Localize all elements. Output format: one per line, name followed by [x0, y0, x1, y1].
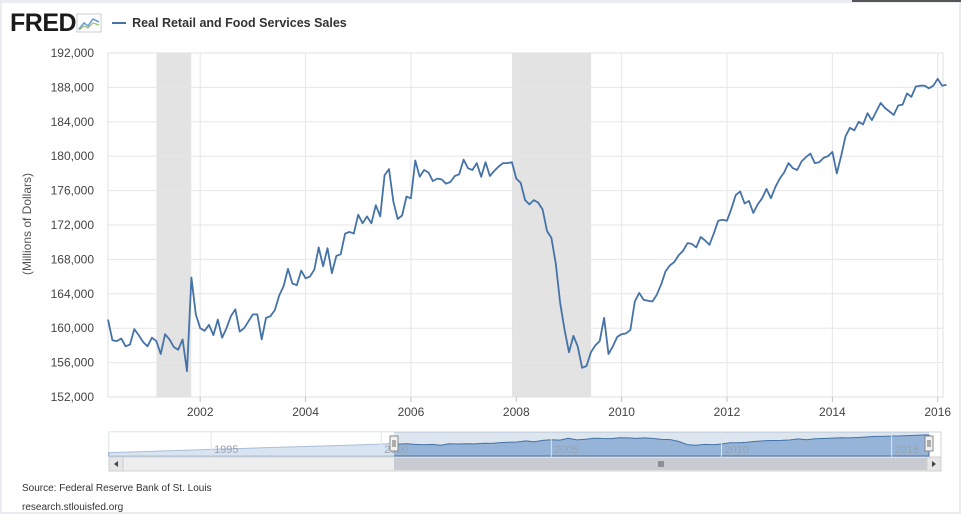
- source-note: Source: Federal Reserve Bank of St. Loui…: [22, 483, 212, 494]
- navigator-handle-left[interactable]: [389, 435, 399, 452]
- navigator-handle-right[interactable]: [924, 435, 934, 452]
- x-tick-label: 2016: [924, 405, 951, 419]
- range-navigator[interactable]: 19952000200520102015: [108, 431, 942, 458]
- scroll-left-button[interactable]: [108, 456, 124, 472]
- x-tick-label: 2012: [714, 405, 741, 419]
- scroll-right-button[interactable]: [926, 456, 942, 472]
- y-tick-label: 180,000: [51, 149, 95, 163]
- plot-border: [107, 52, 944, 398]
- navigator-tick-label: 2015: [895, 444, 919, 456]
- y-tick-label: 156,000: [51, 356, 95, 370]
- y-tick-label: 172,000: [51, 218, 95, 232]
- x-tick-label: 2002: [187, 405, 214, 419]
- navigator-tick-label: 2005: [554, 444, 578, 456]
- navigator-tick-label: 1995: [214, 444, 238, 456]
- x-tick-label: 2010: [608, 405, 635, 419]
- arrow-left-icon: [114, 461, 118, 467]
- x-tick-label: 2008: [503, 405, 530, 419]
- navigator-scrollbar[interactable]: [108, 456, 942, 472]
- legend-label: Real Retail and Food Services Sales: [132, 16, 347, 30]
- navigator-tick-label: 2010: [724, 444, 748, 456]
- navigator-selected-range[interactable]: [394, 432, 929, 457]
- series-line[interactable]: [107, 77, 947, 373]
- chart-header: FRED Real Retail and Food Services Sales: [10, 8, 347, 38]
- y-tick-label: 160,000: [51, 321, 95, 335]
- y-tick-label: 192,000: [51, 46, 95, 60]
- chart-line-icon: [76, 13, 102, 33]
- scrollbar-grip-icon: [658, 461, 664, 467]
- x-tick-label: 2014: [819, 405, 846, 419]
- y-tick-label: 184,000: [51, 115, 95, 129]
- fred-logo[interactable]: FRED: [10, 9, 102, 38]
- y-tick-label: 164,000: [51, 287, 95, 301]
- window-edge: [852, 0, 961, 2]
- chart-legend[interactable]: Real Retail and Food Services Sales: [112, 16, 347, 30]
- y-tick-label: 168,000: [51, 252, 95, 266]
- y-tick-label: 188,000: [51, 80, 95, 94]
- y-tick-label: 152,000: [51, 390, 95, 404]
- fred-logo-text: FRED: [10, 8, 77, 37]
- y-axis-label: (Millions of Dollars): [20, 173, 34, 275]
- y-tick-label: 176,000: [51, 184, 95, 198]
- x-tick-label: 2004: [292, 405, 319, 419]
- source-url[interactable]: research.stlouisfed.org: [22, 502, 124, 513]
- x-tick-label: 2006: [398, 405, 425, 419]
- legend-swatch: [112, 22, 127, 24]
- navigator-unselected-mask: [109, 432, 394, 457]
- arrow-right-icon: [932, 461, 936, 467]
